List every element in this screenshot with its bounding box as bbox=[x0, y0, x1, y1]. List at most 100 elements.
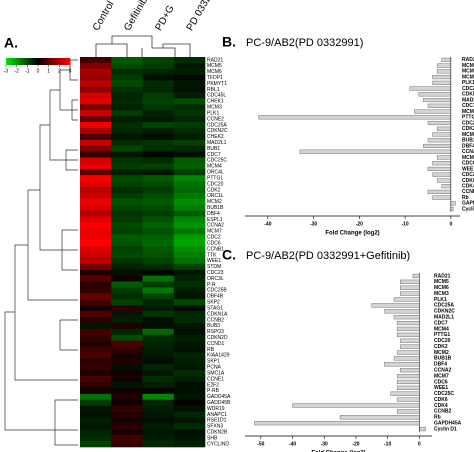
row-label: SKP1 bbox=[207, 359, 220, 365]
row-label: PTTG1 bbox=[207, 175, 223, 181]
heat-cell bbox=[111, 311, 143, 318]
row-label: ORC3L bbox=[207, 276, 224, 282]
heat-cell bbox=[111, 435, 143, 442]
category-label: MCM4 bbox=[462, 109, 474, 115]
category-label: CDK2 bbox=[434, 344, 448, 350]
heat-cell bbox=[111, 110, 143, 117]
heat-cell bbox=[142, 157, 175, 164]
bar bbox=[396, 385, 420, 390]
heat-cell bbox=[80, 393, 112, 401]
colorbar-segment bbox=[22, 58, 25, 65]
heat-cell bbox=[173, 358, 206, 365]
heat-cell bbox=[80, 263, 112, 271]
heat-cell bbox=[142, 293, 175, 300]
row-label: GADD45A bbox=[207, 394, 231, 400]
heat-cell bbox=[173, 181, 206, 188]
colorbar-segment bbox=[44, 58, 47, 65]
heat-cell bbox=[80, 317, 112, 324]
bar bbox=[400, 291, 420, 296]
bar bbox=[427, 120, 452, 126]
bar bbox=[396, 379, 420, 385]
panel-label: C. bbox=[222, 247, 236, 263]
x-tick-label: 0 bbox=[449, 221, 452, 227]
heat-cell bbox=[80, 364, 112, 371]
column-dendrogram bbox=[95, 35, 191, 57]
heat-cell bbox=[80, 240, 112, 247]
category-label: CDK4 bbox=[434, 403, 448, 409]
colorbar-segment bbox=[28, 58, 31, 65]
row-label: CDC7 bbox=[207, 152, 221, 158]
heat-cell bbox=[173, 68, 206, 76]
heat-cell bbox=[142, 435, 175, 442]
heat-cell bbox=[173, 192, 206, 200]
heat-cell bbox=[142, 257, 175, 265]
row-label: KIAA1429 bbox=[207, 353, 230, 359]
category-label: GAPDH45A bbox=[434, 420, 462, 426]
heat-cell bbox=[173, 429, 206, 436]
category-label: CDK2 bbox=[462, 126, 474, 132]
heat-cell bbox=[142, 317, 175, 324]
heat-cell bbox=[111, 116, 143, 123]
heat-cell bbox=[173, 198, 206, 206]
heat-cell bbox=[142, 405, 175, 412]
heat-cell bbox=[80, 257, 112, 265]
row-label: BUB1B bbox=[207, 205, 224, 211]
colorbar-segment bbox=[14, 58, 17, 65]
heat-cell bbox=[111, 181, 143, 188]
x-tick-label: -20 bbox=[352, 441, 359, 447]
heat-cell bbox=[142, 340, 175, 347]
row-label: CDC25B bbox=[207, 288, 227, 294]
heat-cell bbox=[80, 382, 112, 389]
heat-cell bbox=[142, 175, 175, 182]
row-label: CDK2 bbox=[207, 187, 221, 193]
row-label: RSE1D1 bbox=[207, 418, 227, 424]
row-label: PCNA bbox=[207, 365, 222, 371]
heat-cell bbox=[173, 127, 206, 135]
heat-cell bbox=[111, 74, 143, 81]
row-label: CDC25A bbox=[207, 122, 227, 128]
row-label: BUB1 bbox=[207, 146, 220, 152]
row-label: ORC4L bbox=[207, 170, 224, 176]
x-tick-label: -10 bbox=[401, 221, 408, 227]
heat-cell bbox=[80, 139, 112, 146]
heat-cell bbox=[111, 216, 143, 223]
x-tick-label: -40 bbox=[264, 221, 271, 227]
bar bbox=[441, 57, 452, 62]
heat-cell bbox=[80, 234, 112, 241]
bar bbox=[393, 315, 420, 320]
row-label: WDR19 bbox=[207, 406, 225, 412]
heat-cell bbox=[80, 127, 112, 135]
heat-cell bbox=[80, 387, 112, 395]
heat-cell bbox=[142, 169, 175, 176]
bar bbox=[436, 63, 452, 68]
heat-cell bbox=[111, 317, 143, 324]
heat-cell bbox=[111, 263, 143, 271]
category-label: CCNA2 bbox=[462, 149, 474, 155]
x-tick-label: -50 bbox=[257, 441, 264, 447]
heat-cell bbox=[173, 299, 206, 306]
category-label: MCM3 bbox=[434, 291, 449, 297]
heat-cell bbox=[111, 98, 143, 105]
row-label: CDC2 bbox=[207, 235, 221, 241]
heat-cell bbox=[173, 399, 206, 406]
heat-cell bbox=[142, 187, 175, 194]
category-label: MCM2 bbox=[434, 350, 449, 356]
bar bbox=[423, 143, 452, 149]
colorbar-segment bbox=[50, 58, 53, 65]
column-label: Gefitinib bbox=[122, 0, 150, 33]
heat-cell bbox=[142, 387, 175, 395]
column-label: PD+G bbox=[153, 3, 176, 33]
bar bbox=[339, 415, 420, 420]
row-label: CDKN2B bbox=[207, 430, 228, 436]
heat-cell bbox=[80, 157, 112, 164]
heat-cell bbox=[142, 376, 175, 383]
heat-cell bbox=[111, 86, 143, 93]
heat-cell bbox=[173, 133, 206, 141]
heat-cell bbox=[142, 417, 175, 424]
row-label: CDC20 bbox=[207, 181, 224, 187]
category-label: CDK6 bbox=[434, 397, 448, 403]
colorbar-segment bbox=[68, 58, 71, 65]
heat-cell bbox=[80, 192, 112, 200]
bar bbox=[450, 201, 456, 206]
